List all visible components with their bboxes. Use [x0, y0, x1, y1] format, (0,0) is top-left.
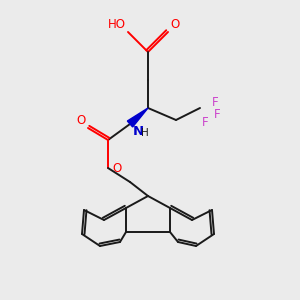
- Text: O: O: [77, 114, 86, 127]
- Text: O: O: [112, 163, 121, 176]
- Text: H: H: [141, 128, 149, 138]
- Text: F: F: [214, 107, 220, 121]
- Text: N: N: [133, 125, 144, 138]
- Text: F: F: [212, 95, 219, 109]
- Text: F: F: [202, 116, 208, 128]
- Text: HO: HO: [108, 18, 126, 31]
- Text: O: O: [170, 18, 179, 31]
- Polygon shape: [127, 108, 148, 127]
